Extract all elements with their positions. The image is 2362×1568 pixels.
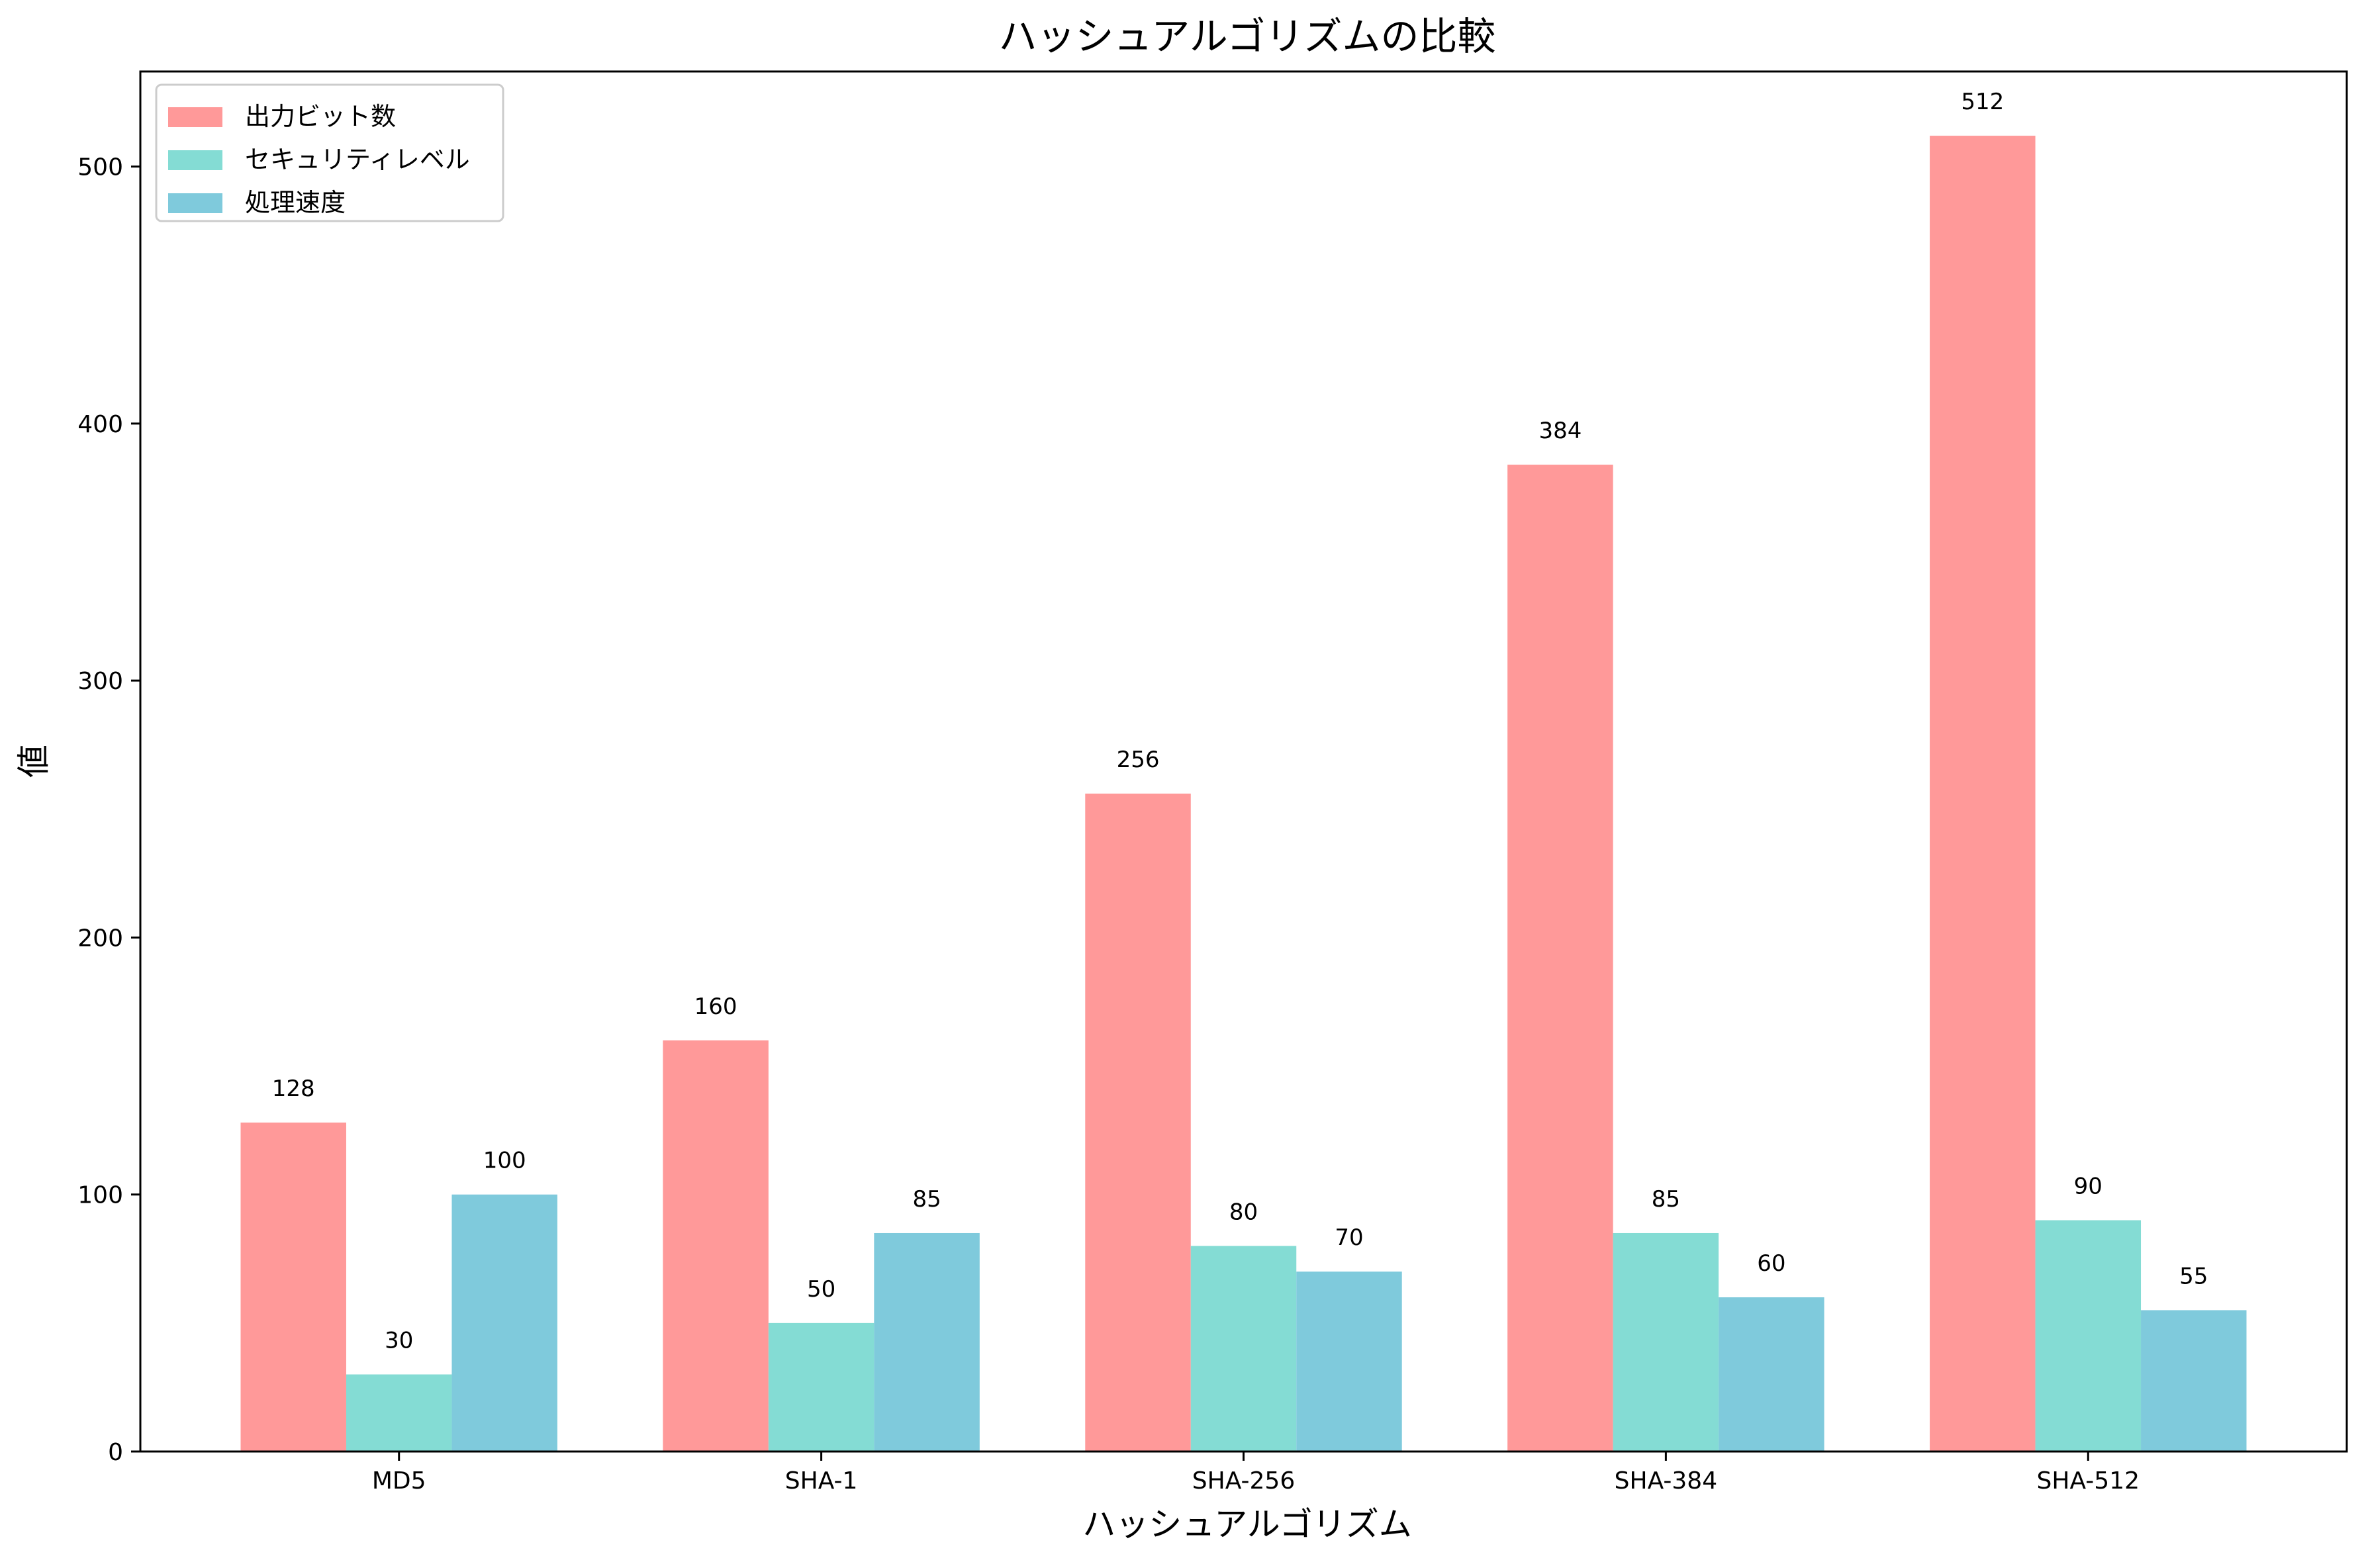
bar-value-label: 256 — [1117, 747, 1160, 773]
legend-label: 処理速度 — [245, 188, 346, 217]
legend-label: 出力ビット数 — [245, 102, 396, 131]
bar-sha-256-series-2 — [1190, 1246, 1297, 1452]
y-tick-label: 200 — [77, 925, 123, 952]
legend-swatch — [168, 150, 222, 170]
bar-sha-384-series-2 — [1613, 1232, 1719, 1452]
y-axis-label: 値 — [15, 745, 53, 778]
bar-value-label: 90 — [2074, 1174, 2102, 1200]
legend-label: セキュリティレベル — [245, 145, 470, 174]
bar-sha-256-series-3 — [1296, 1271, 1402, 1452]
legend-swatch — [168, 107, 222, 127]
plot-area: 128 160 256 384 512 30 50 80 85 90 100 85 70 60 55 0 100… — [77, 70, 2348, 1495]
bar-value-label: 128 — [272, 1076, 315, 1102]
bar-value-label: 70 — [1335, 1224, 1363, 1251]
legend-box — [155, 83, 504, 222]
x-tick-label: SHA-256 — [1192, 1467, 1295, 1495]
y-tick-label: 100 — [77, 1182, 123, 1209]
bar-value-label: 60 — [1757, 1250, 1785, 1277]
chart-title: ハッシュアルゴリズムの比較 — [998, 14, 1495, 59]
bar-sha-256-series-1 — [1085, 794, 1191, 1452]
y-tick-label: 500 — [77, 154, 123, 181]
x-tick-label: MD5 — [372, 1467, 426, 1495]
legend-swatch — [168, 193, 222, 213]
bar-sha-1-series-2 — [768, 1322, 874, 1452]
bar-value-label: 384 — [1538, 418, 1582, 444]
bar-value-label: 160 — [694, 993, 737, 1020]
bar-value-label: 85 — [912, 1186, 941, 1213]
bar-value-label: 512 — [1961, 89, 2004, 115]
x-axis-label: ハッシュアルゴリズム — [1082, 1505, 1412, 1544]
bar-sha-1-series-3 — [874, 1232, 980, 1452]
bar-md5-series-1 — [240, 1123, 346, 1452]
x-tick-label: SHA-512 — [2037, 1467, 2140, 1495]
x-tick-label: SHA-384 — [1615, 1467, 1717, 1495]
bar-sha-384-series-1 — [1507, 465, 1613, 1452]
bar-value-label: 85 — [1652, 1186, 1680, 1213]
bar-value-label: 30 — [385, 1328, 413, 1354]
bar-value-label: 55 — [2179, 1263, 2208, 1289]
bar-md5-series-3 — [451, 1194, 557, 1452]
y-tick-label: 0 — [108, 1439, 123, 1466]
bar-value-label: 100 — [483, 1148, 526, 1174]
bar-sha-512-series-2 — [2035, 1220, 2142, 1452]
bar-sha-384-series-3 — [1719, 1297, 1824, 1452]
bar-sha-512-series-1 — [1930, 136, 2036, 1452]
x-tick-label: SHA-1 — [785, 1467, 858, 1495]
y-tick-label: 400 — [77, 411, 123, 438]
bar-sha-512-series-3 — [2141, 1310, 2247, 1452]
bar-value-label: 80 — [1229, 1199, 1258, 1225]
bar-md5-series-2 — [346, 1374, 452, 1452]
bar-sha-1-series-1 — [663, 1040, 769, 1452]
bar-value-label: 50 — [807, 1276, 835, 1303]
y-tick-label: 300 — [77, 668, 123, 695]
